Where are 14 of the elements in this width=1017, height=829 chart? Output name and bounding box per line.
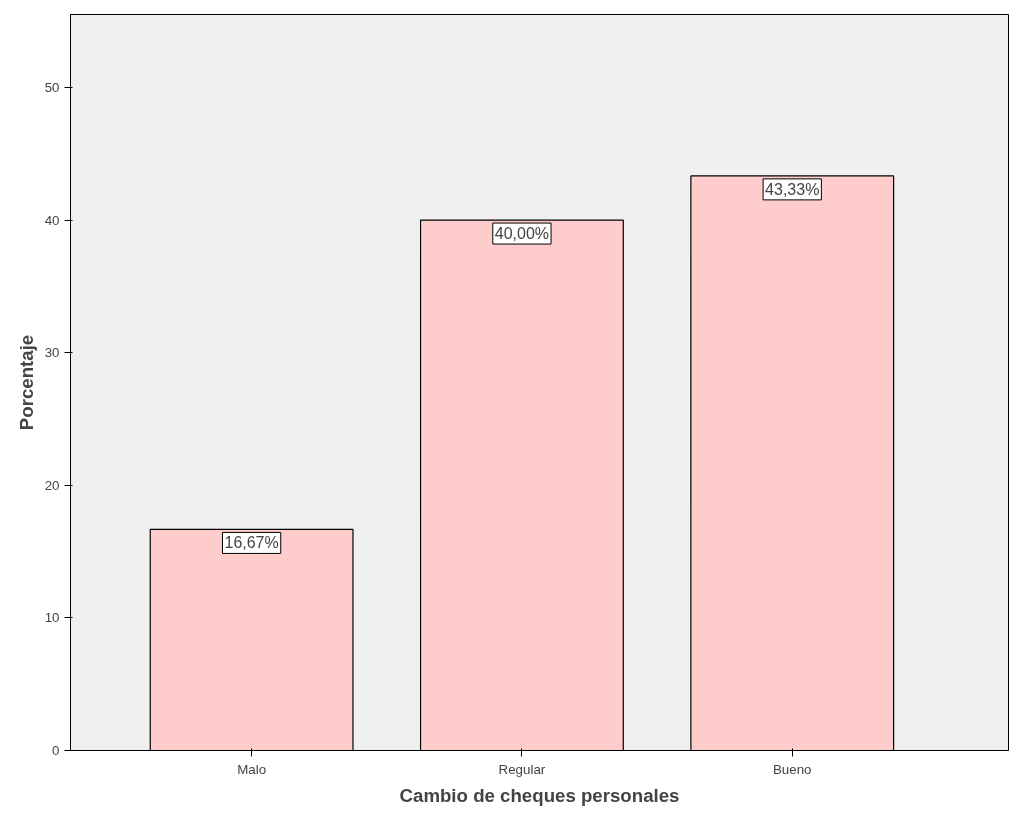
y-tick-label: 40: [44, 212, 60, 228]
x-tick-label: Malo: [237, 761, 267, 777]
y-tick-label: 20: [44, 477, 60, 493]
y-tick-label: 30: [44, 345, 60, 361]
y-tick-label: 50: [44, 79, 60, 95]
x-tick-label: Regular: [498, 761, 546, 777]
data-label: 16,67%: [224, 534, 279, 552]
x-axis-title: Cambio de cheques personales: [399, 784, 680, 806]
data-label: 40,00%: [494, 225, 550, 243]
data-label: 43,33%: [765, 180, 820, 198]
y-tick-label: 10: [44, 610, 60, 626]
y-axis-title: Porcentaje: [15, 334, 37, 431]
x-tick-label: Bueno: [772, 761, 812, 777]
y-tick-label: 0: [52, 743, 60, 758]
